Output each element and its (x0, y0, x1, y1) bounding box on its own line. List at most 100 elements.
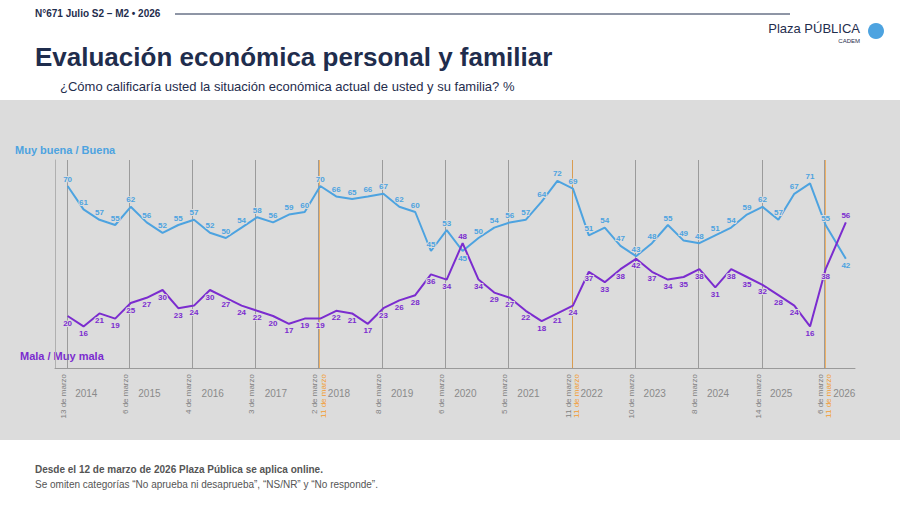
svg-text:54: 54 (237, 216, 246, 225)
svg-text:16: 16 (806, 329, 815, 338)
svg-text:2015: 2015 (138, 388, 161, 399)
svg-text:2018: 2018 (328, 388, 351, 399)
svg-text:32: 32 (758, 287, 767, 296)
svg-text:2023: 2023 (644, 388, 667, 399)
svg-text:56: 56 (269, 211, 278, 220)
svg-text:2024: 2024 (707, 388, 730, 399)
svg-text:11 de marzo: 11 de marzo (572, 373, 581, 417)
svg-text:57: 57 (190, 208, 199, 217)
svg-text:Desde el 12 de marzo de 2026 P: Desde el 12 de marzo de 2026 Plaza Públi… (35, 464, 323, 475)
svg-text:3 de marzo: 3 de marzo (247, 373, 256, 414)
svg-text:69: 69 (568, 177, 577, 186)
svg-text:Plaza PÚBLICA: Plaza PÚBLICA (768, 21, 860, 36)
svg-text:51: 51 (711, 224, 720, 233)
svg-text:54: 54 (490, 216, 499, 225)
svg-text:8 de marzo: 8 de marzo (374, 373, 383, 414)
svg-text:24: 24 (237, 308, 246, 317)
svg-text:65: 65 (348, 188, 357, 197)
svg-text:2020: 2020 (454, 388, 477, 399)
svg-text:28: 28 (411, 298, 420, 307)
svg-text:28: 28 (774, 298, 783, 307)
svg-text:29: 29 (490, 295, 499, 304)
svg-text:16: 16 (79, 329, 88, 338)
svg-text:N°671 Julio S2 – M2 • 2026: N°671 Julio S2 – M2 • 2026 (35, 8, 161, 19)
svg-text:31: 31 (711, 290, 720, 299)
svg-text:2022: 2022 (580, 388, 603, 399)
svg-text:38: 38 (616, 272, 625, 281)
svg-text:38: 38 (695, 272, 704, 281)
svg-text:43: 43 (632, 245, 641, 254)
svg-text:14 de marzo: 14 de marzo (754, 373, 763, 418)
svg-text:27: 27 (142, 300, 151, 309)
svg-text:Mala / Muy mala: Mala / Muy mala (20, 350, 105, 362)
svg-text:2025: 2025 (770, 388, 793, 399)
svg-text:62: 62 (126, 195, 135, 204)
svg-text:2014: 2014 (75, 388, 98, 399)
svg-text:5 de marzo: 5 de marzo (500, 373, 509, 414)
svg-text:33: 33 (600, 285, 609, 294)
svg-text:70: 70 (63, 175, 72, 184)
svg-text:56: 56 (505, 211, 514, 220)
svg-text:57: 57 (774, 208, 783, 217)
svg-text:54: 54 (600, 216, 609, 225)
svg-text:26: 26 (395, 303, 404, 312)
svg-text:42: 42 (632, 261, 641, 270)
svg-text:57: 57 (521, 208, 530, 217)
svg-text:27: 27 (221, 300, 230, 309)
svg-text:48: 48 (458, 232, 467, 241)
svg-text:37: 37 (584, 274, 593, 283)
svg-text:47: 47 (616, 234, 625, 243)
svg-text:42: 42 (841, 261, 850, 270)
svg-text:58: 58 (253, 206, 262, 215)
svg-text:17: 17 (363, 326, 372, 335)
svg-text:49: 49 (679, 229, 688, 238)
svg-text:38: 38 (727, 272, 736, 281)
svg-text:61: 61 (79, 198, 88, 207)
svg-text:2026: 2026 (833, 388, 856, 399)
svg-text:34: 34 (442, 282, 451, 291)
svg-text:11 de marzo: 11 de marzo (319, 373, 328, 417)
svg-text:24: 24 (790, 308, 799, 317)
svg-text:2017: 2017 (265, 388, 288, 399)
svg-text:8 de marzo: 8 de marzo (690, 373, 699, 414)
svg-text:45: 45 (427, 240, 436, 249)
svg-text:Evaluación económica personal: Evaluación económica personal y familiar (35, 42, 552, 72)
svg-text:21: 21 (95, 316, 104, 325)
svg-text:34: 34 (663, 282, 672, 291)
svg-text:2 de marzo: 2 de marzo (310, 373, 319, 414)
svg-text:4 de marzo: 4 de marzo (184, 373, 193, 414)
svg-text:30: 30 (158, 293, 167, 302)
svg-text:52: 52 (158, 221, 167, 230)
svg-text:2019: 2019 (391, 388, 414, 399)
svg-text:38: 38 (821, 272, 830, 281)
svg-text:21: 21 (348, 316, 357, 325)
svg-text:48: 48 (695, 232, 704, 241)
svg-text:6 de marzo: 6 de marzo (816, 373, 825, 414)
svg-text:22: 22 (253, 313, 262, 322)
svg-text:55: 55 (174, 214, 183, 223)
svg-text:6 de marzo: 6 de marzo (437, 373, 446, 414)
svg-text:Muy buena / Buena: Muy buena / Buena (15, 144, 116, 156)
svg-text:19: 19 (111, 321, 120, 330)
svg-text:51: 51 (584, 224, 593, 233)
svg-text:59: 59 (742, 203, 751, 212)
svg-text:24: 24 (190, 308, 199, 317)
svg-text:50: 50 (474, 227, 483, 236)
svg-text:19: 19 (316, 321, 325, 330)
svg-text:70: 70 (316, 175, 325, 184)
svg-text:¿Cómo calificaría usted la sit: ¿Cómo calificaría usted la situación eco… (60, 79, 515, 94)
svg-text:34: 34 (474, 282, 483, 291)
svg-text:11 de marzo: 11 de marzo (824, 373, 833, 417)
svg-text:CADEM: CADEM (838, 38, 860, 44)
svg-text:53: 53 (442, 219, 451, 228)
svg-text:23: 23 (379, 311, 388, 320)
svg-text:24: 24 (568, 308, 577, 317)
svg-text:60: 60 (300, 201, 309, 210)
svg-text:62: 62 (395, 195, 404, 204)
svg-text:30: 30 (205, 293, 214, 302)
svg-text:64: 64 (537, 190, 546, 199)
svg-text:20: 20 (63, 319, 72, 328)
svg-text:27: 27 (505, 300, 514, 309)
svg-text:Se omiten categorías “No aprue: Se omiten categorías “No aprueba ni desa… (35, 479, 378, 490)
svg-text:35: 35 (679, 280, 688, 289)
